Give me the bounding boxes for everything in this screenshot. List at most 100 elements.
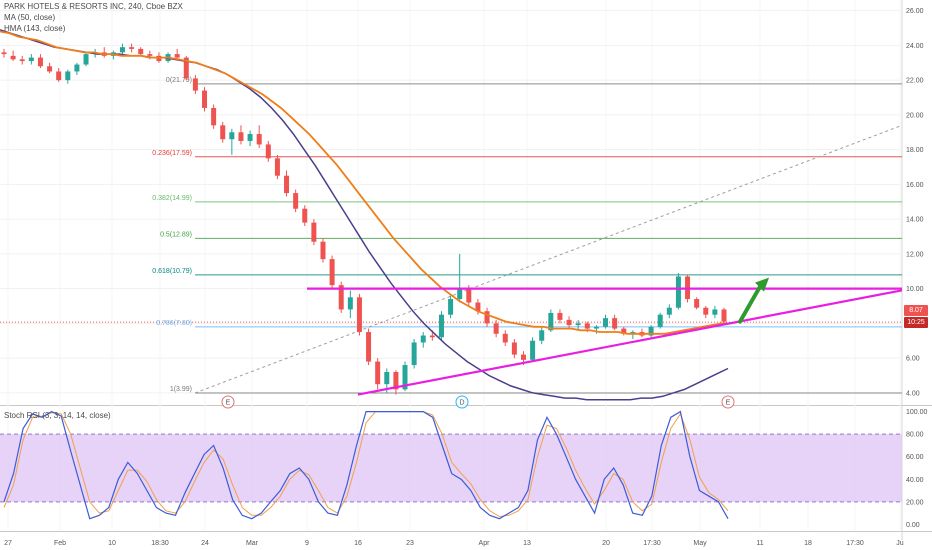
candle-body [493,323,499,334]
fib-level-label: 0(21.79) [166,77,192,84]
candle-body [384,371,390,385]
stoch-tick-label: 40.00 [906,477,924,484]
fib-level-label: 0.618(10.79) [152,268,192,275]
candle-body [593,326,599,329]
fib-level-label: 0.236(17.59) [152,150,192,157]
candle-body [65,71,71,81]
fib-level-label: 0.382(14.99) [152,195,192,202]
time-tick-label: 9 [305,540,309,547]
candle-body [584,323,590,329]
candle-body [56,71,62,81]
candle-body [10,55,16,60]
candle-body [74,64,80,72]
candle-body [548,312,554,331]
price-tick-label: 14.00 [906,217,924,224]
time-tick-label: Ju [896,540,904,547]
fib-level-label: 1(3.99) [170,386,192,393]
stoch-tick-label: 20.00 [906,499,924,506]
candle-body [575,323,581,326]
candle-body [457,288,463,300]
ma-legend: MA (50, close) [4,13,56,22]
price-tick-label: 12.00 [906,251,924,258]
candle-body [557,312,563,320]
candle-body [183,57,189,79]
time-tick-label: 23 [406,540,414,547]
candle-body [466,288,472,303]
breakout-arrow-shaft [738,284,762,324]
candle-body [192,78,198,91]
candle-body [402,365,408,390]
time-tick-label: 13 [523,540,531,547]
time-tick-label: 16 [354,540,362,547]
candle-body [712,309,718,315]
candle-body [657,314,663,327]
candle-body [648,326,654,336]
hma-line [0,29,729,401]
price-tick-label: 6.00 [906,356,920,363]
candle-body [37,57,43,67]
event-marker [221,395,235,409]
candle-body [438,314,444,338]
candle-body [429,335,435,338]
candle-body [311,222,317,242]
stoch-d-line [3,411,729,518]
candle-body [265,144,271,159]
candle-body [366,332,372,362]
candle-body [338,285,344,310]
candle-body [19,59,25,62]
candle-body [694,299,700,308]
candle-body [502,333,508,343]
price-tick-label: 22.00 [906,78,924,85]
candle-body [411,342,417,366]
candle-body [320,241,326,260]
stoch-tick-label: 60.00 [906,454,924,461]
candle-body [147,54,153,56]
time-tick-label: 11 [756,540,763,547]
candle-body [721,309,727,322]
chart-title: PARK HOTELS & RESORTS INC, 240, Cboe BZX [4,2,183,11]
price-tick-label: 4.00 [906,390,920,397]
candle-body [129,47,135,49]
price-tick-label: 26.00 [906,8,924,15]
candle-body [284,175,290,194]
candle-body [28,57,34,62]
time-tick-label: May [693,540,707,547]
time-tick-label: 18:30 [151,540,169,547]
candle-body [539,330,545,341]
stoch-rsi-legend: Stoch RSI (3, 3, 14, 14, close) [4,411,111,420]
candle-body [274,158,280,176]
candle-body [211,107,217,126]
candle-body [475,302,481,312]
event-marker-label: E [726,400,731,407]
candle-body [484,311,490,324]
price-tick-label: 16.00 [906,182,924,189]
candle-body [238,132,244,141]
price-tick-label: 10.00 [906,286,924,293]
candle-body [511,342,517,355]
candle-body [356,297,362,333]
candle-body [448,299,454,315]
fib-trend-dashed-line [194,124,903,394]
time-tick-label: Mar [246,540,259,547]
candle-body [247,134,253,141]
candle-body [119,47,125,53]
candle-body [329,259,335,286]
stoch-tick-label: 100.00 [906,409,928,416]
fib-level-label: 0.786(7.80) [156,320,192,327]
candle-body [530,340,536,360]
candle-body [612,318,618,329]
time-tick-label: 17:30 [846,540,864,547]
stoch-band [0,434,902,502]
time-tick-label: Apr [479,540,491,547]
candle-body [420,335,426,343]
candle-body [202,90,208,108]
candle-body [666,307,672,315]
candle-body [47,66,53,72]
hma-legend: HMA (143, close) [4,24,66,33]
breakout-arrow-head [755,277,769,292]
last-price-badge: 8.07 [904,305,928,316]
candle-body [83,54,89,65]
event-marker [455,395,469,409]
candle-body [174,54,180,58]
